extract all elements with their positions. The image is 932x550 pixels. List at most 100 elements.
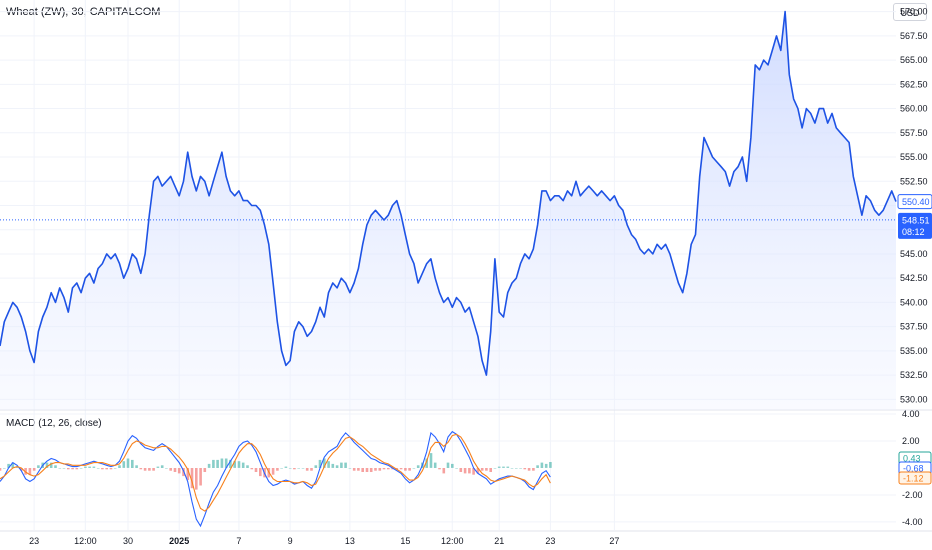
macd-histogram-bar: [382, 468, 386, 470]
macd-histogram-bar: [493, 468, 497, 469]
macd-histogram-bar: [143, 468, 147, 471]
macd-histogram-bar: [502, 466, 505, 468]
macd-line[interactable]: [0, 430, 551, 528]
price-area-layer: [0, 11, 896, 410]
macd-histogram-bar: [101, 468, 104, 470]
macd-histogram-bar: [271, 468, 275, 475]
macd-histogram-bar: [131, 459, 134, 468]
time-tick-label: 15: [400, 536, 410, 546]
macd-histogram-bar: [241, 462, 245, 468]
macd-histogram-bar: [361, 468, 364, 472]
price-badge-text: 550.40: [902, 197, 930, 207]
macd-histogram-bar: [20, 468, 23, 471]
macd-histogram-bar: [310, 468, 313, 471]
macd-histogram-bar: [523, 468, 527, 470]
time-tick-label: 21: [494, 536, 504, 546]
signal-value-badge: [898, 471, 932, 485]
macd-histogram-bar: [109, 468, 113, 470]
macd-histogram-bar: [62, 468, 66, 469]
macd-histogram-bar: [293, 468, 296, 470]
macd-histogram-bar: [352, 468, 356, 471]
macd-histogram-bar: [84, 466, 87, 468]
signal-line[interactable]: [0, 433, 551, 512]
macd-histogram-bar: [416, 465, 420, 468]
time-tick-label: 12:00: [74, 536, 97, 546]
price-tick-label: 567.50: [900, 31, 928, 41]
macd-histogram-bar: [327, 461, 330, 468]
macd-histogram-bar: [429, 453, 433, 468]
macd-histogram-bar: [399, 468, 403, 470]
last-price-text: 548.51: [902, 215, 930, 225]
macd-histogram-bar: [190, 468, 194, 489]
macd-histogram-bar: [485, 468, 488, 471]
macd-histogram-bar: [472, 468, 475, 475]
macd-histogram-bar: [79, 468, 83, 469]
macd-histogram-bar: [92, 466, 96, 468]
macd-histogram-bar: [540, 462, 544, 468]
macd-histogram-bar: [387, 468, 390, 470]
macd-histogram-bar: [105, 468, 108, 470]
macd-histogram-bar: [67, 468, 70, 470]
price-tick-label: 530.00: [900, 394, 928, 404]
macd-histogram-bar: [122, 461, 126, 468]
macd-histogram-bar: [284, 466, 288, 468]
macd-histogram-bar: [408, 468, 411, 471]
macd-histogram-bar: [404, 468, 407, 471]
macd-histogram-bar: [186, 468, 190, 481]
macd-histogram-bar: [318, 459, 322, 468]
macd-histogram-bar: [7, 463, 10, 468]
macd-histogram-bar: [224, 458, 228, 468]
series-lines-layer: [0, 10, 897, 528]
macd-histogram-bar: [412, 468, 416, 469]
macd-histogram-bar: [3, 468, 6, 469]
time-tick-label: 12:00: [441, 536, 464, 546]
price-tick-label: 535.00: [900, 346, 928, 356]
macd-histogram-bar: [135, 465, 138, 468]
macd-histogram-bar: [71, 468, 74, 470]
price-area-fill: [0, 11, 896, 410]
macd-histogram-bar: [216, 459, 219, 468]
macd-histogram-bar: [544, 463, 548, 468]
macd-hist-badge-text: 0.43: [903, 453, 921, 463]
macd-tick-label: -4.00: [902, 517, 923, 527]
macd-histogram-bar: [246, 465, 249, 468]
time-tick-label: 7: [236, 536, 241, 546]
macd-histogram-bar: [455, 468, 458, 469]
macd-histogram-bar: [442, 468, 446, 474]
price-tick-label: 545.00: [900, 249, 928, 259]
price-tick-label: 565.00: [900, 55, 928, 65]
macd-histogram-bar: [139, 468, 143, 470]
macd-histogram-bar: [305, 468, 309, 471]
macd-histogram-bar: [148, 468, 151, 471]
price-tick-label: 560.00: [900, 104, 928, 114]
macd-histogram-bar: [96, 468, 100, 469]
time-tick-label: 2025: [169, 536, 189, 546]
macd-histogram-bar: [58, 468, 62, 469]
macd-histogram-bar: [369, 468, 373, 472]
macd-indicator-label[interactable]: MACD (12, 26, close): [6, 418, 102, 429]
macd-histogram-bar: [476, 468, 480, 474]
macd-histogram-bar: [446, 462, 450, 468]
macd-histogram-bar: [0, 468, 2, 471]
macd-histogram-bar: [229, 459, 232, 468]
currency-button[interactable]: USD: [893, 3, 927, 21]
macd-histogram-bar: [203, 468, 207, 472]
macd-histogram-bar: [374, 468, 377, 471]
macd-histogram-bar: [165, 468, 168, 469]
macd-histogram-bar: [156, 466, 160, 468]
price-tick-label: 532.50: [900, 370, 928, 380]
macd-histogram-bar: [480, 468, 484, 471]
macd-histogram-bar: [425, 458, 428, 468]
macd-histogram-bar: [344, 462, 347, 468]
macd-histogram-bar: [438, 468, 441, 470]
price-line[interactable]: [0, 10, 897, 376]
price-tick-label: 537.50: [900, 322, 928, 332]
macd-histogram-bar: [489, 468, 492, 472]
macd-histogram-bar: [207, 463, 211, 468]
time-tick-label: 9: [288, 536, 293, 546]
macd-histogram-bar: [152, 468, 155, 471]
macd-histogram-bar: [195, 468, 198, 490]
macd-histogram-bar: [32, 468, 36, 471]
macd-tick-label: -2.00: [902, 490, 923, 500]
